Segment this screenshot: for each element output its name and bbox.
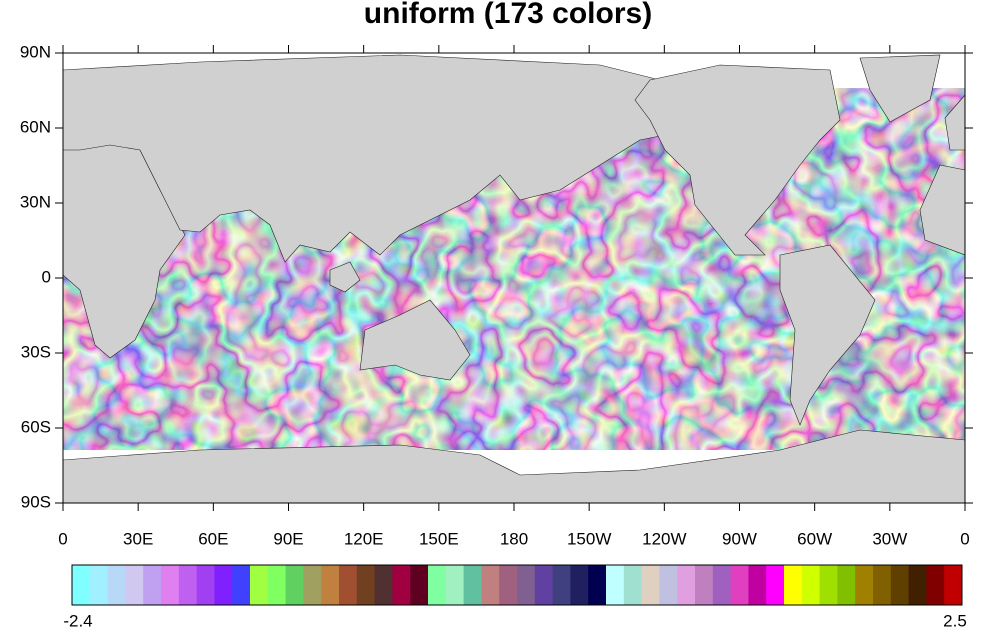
colorbar-cell bbox=[143, 565, 162, 605]
colorbar-cell bbox=[855, 565, 874, 605]
lon-tick-label: 0 bbox=[58, 529, 67, 548]
lat-tick-label: 30N bbox=[20, 192, 51, 211]
colorbar-cell bbox=[72, 565, 91, 605]
lon-tick-label: 30W bbox=[872, 529, 907, 548]
lat-tick-label: 0 bbox=[42, 267, 51, 286]
colorbar-cell bbox=[214, 565, 233, 605]
colorbar-cell bbox=[517, 565, 536, 605]
antarctica bbox=[63, 429, 965, 503]
colorbar-cell bbox=[107, 565, 126, 605]
colorbar bbox=[71, 564, 963, 606]
lon-tick-label: 60E bbox=[198, 529, 228, 548]
colorbar-cell bbox=[285, 565, 304, 605]
colorbar-cell bbox=[428, 565, 447, 605]
colorbar-cell bbox=[677, 565, 696, 605]
australia bbox=[359, 299, 471, 381]
colorbar-cell bbox=[161, 565, 180, 605]
colorbar-cell bbox=[303, 565, 322, 605]
greenland bbox=[859, 54, 941, 123]
north-america bbox=[634, 64, 841, 256]
colorbar-cell bbox=[784, 565, 803, 605]
colorbar-cell bbox=[410, 565, 429, 605]
lon-tick-label: 150W bbox=[567, 529, 611, 548]
lat-tick-label: 60N bbox=[20, 117, 51, 136]
colorbar-frame bbox=[71, 564, 963, 606]
lon-tick-label: 60W bbox=[797, 529, 832, 548]
south-america bbox=[779, 244, 876, 426]
colorbar-cell bbox=[374, 565, 393, 605]
colorbar-cell bbox=[819, 565, 838, 605]
lat-tick-label: 60S bbox=[21, 417, 51, 436]
colorbar-cell bbox=[926, 565, 945, 605]
colorbar-cell bbox=[392, 565, 411, 605]
colorbar-cell bbox=[623, 565, 643, 605]
colorbar-cell bbox=[534, 565, 554, 605]
colorbar-cell bbox=[748, 565, 767, 605]
colorbar-cell bbox=[463, 565, 482, 605]
map-area bbox=[63, 53, 965, 503]
borneo bbox=[329, 261, 361, 293]
colorbar-cell bbox=[766, 565, 785, 605]
colorbar-cell bbox=[695, 565, 714, 605]
colorbar-cell bbox=[801, 565, 821, 605]
western-europe bbox=[944, 94, 965, 151]
colorbar-max-label: 2.5 bbox=[943, 611, 967, 630]
colorbar-cell bbox=[499, 565, 518, 605]
lon-tick-label: 30E bbox=[123, 529, 153, 548]
colorbar-cell bbox=[321, 565, 340, 605]
lat-tick-label: 30S bbox=[21, 342, 51, 361]
colorbar-cell bbox=[125, 565, 144, 605]
colorbar-cell bbox=[944, 565, 963, 605]
lon-tick-label: 150E bbox=[419, 529, 459, 548]
west-africa bbox=[919, 164, 965, 256]
colorbar-cell bbox=[873, 565, 892, 605]
lon-tick-label: 120E bbox=[344, 529, 384, 548]
colorbar-cell bbox=[730, 565, 749, 605]
colorbar-cell bbox=[89, 565, 109, 605]
colorbar-cell bbox=[908, 565, 927, 605]
lon-tick-label: 0 bbox=[960, 529, 969, 548]
colorbar-cell bbox=[356, 565, 376, 605]
colorbar-cell bbox=[659, 565, 678, 605]
colorbar-cell bbox=[178, 565, 198, 605]
colorbar-cell bbox=[837, 565, 856, 605]
lon-tick-label: 90E bbox=[273, 529, 303, 548]
colorbar-cell bbox=[267, 565, 287, 605]
colorbar-cell bbox=[250, 565, 269, 605]
lon-tick-label: 180 bbox=[500, 529, 528, 548]
colorbar-cell bbox=[481, 565, 500, 605]
colorbar-cell bbox=[588, 565, 607, 605]
colorbar-cell bbox=[196, 565, 215, 605]
colorbar-cell bbox=[606, 565, 625, 605]
lon-tick-label: 90W bbox=[722, 529, 757, 548]
colorbar-cell bbox=[552, 565, 571, 605]
colorbar-cell bbox=[570, 565, 589, 605]
colorbar-cell bbox=[339, 565, 358, 605]
colorbar-cell bbox=[445, 565, 465, 605]
colorbar-min-label: -2.4 bbox=[63, 611, 92, 630]
title: uniform (173 colors) bbox=[364, 0, 652, 30]
lon-tick-label: 120W bbox=[642, 529, 686, 548]
colorbar-cell bbox=[890, 565, 910, 605]
colorbar-cell bbox=[232, 565, 251, 605]
colorbar-cell bbox=[712, 565, 732, 605]
lat-tick-label: 90N bbox=[20, 42, 51, 61]
colorbar-cell bbox=[641, 565, 660, 605]
lat-tick-label: 90S bbox=[21, 492, 51, 511]
